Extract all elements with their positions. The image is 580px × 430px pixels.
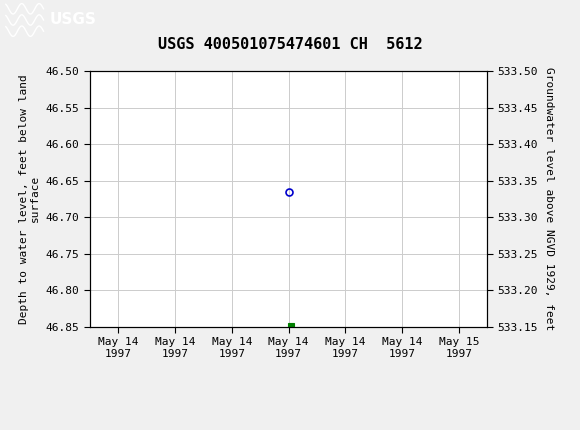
- Y-axis label: Depth to water level, feet below land
surface: Depth to water level, feet below land su…: [19, 74, 40, 324]
- Text: USGS 400501075474601 CH  5612: USGS 400501075474601 CH 5612: [158, 37, 422, 52]
- Text: USGS: USGS: [49, 12, 96, 28]
- Y-axis label: Groundwater level above NGVD 1929, feet: Groundwater level above NGVD 1929, feet: [543, 67, 554, 331]
